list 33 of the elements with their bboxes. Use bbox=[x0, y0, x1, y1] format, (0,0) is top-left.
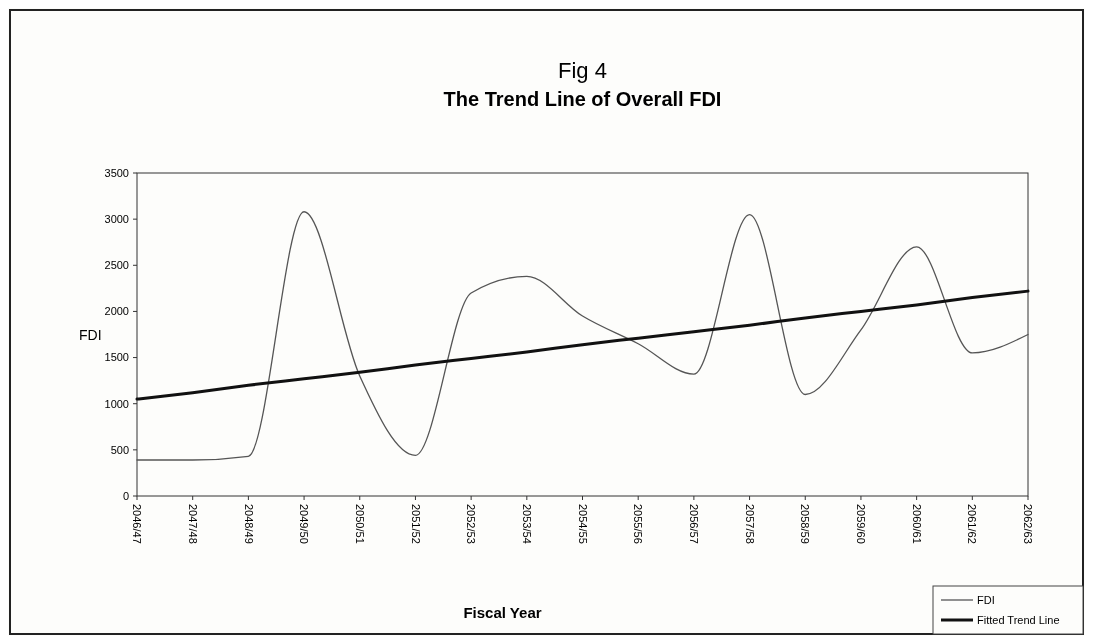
y-axis-title: FDI bbox=[79, 326, 102, 343]
x-tick-label: 2059/60 bbox=[855, 504, 868, 544]
x-tick-label: 2057/58 bbox=[743, 504, 756, 544]
x-axis-title: Fiscal Year bbox=[463, 604, 542, 621]
legend-label: FDI bbox=[977, 593, 995, 606]
x-tick-label: 2054/55 bbox=[576, 504, 589, 544]
x-tick-label: 2056/57 bbox=[688, 504, 701, 544]
x-tick-label: 2062/63 bbox=[1022, 504, 1035, 544]
chart-subtitle: The Trend Line of Overall FDI bbox=[443, 88, 722, 110]
x-tick-label: 2052/53 bbox=[465, 504, 478, 544]
x-tick-label: 2061/62 bbox=[966, 504, 979, 544]
y-tick-label: 1500 bbox=[104, 351, 129, 364]
y-tick-label: 2000 bbox=[104, 305, 129, 318]
y-tick-label: 2500 bbox=[104, 259, 129, 272]
y-tick-label: 0 bbox=[122, 489, 129, 502]
x-tick-label: 2046/47 bbox=[131, 504, 144, 544]
y-tick-label: 1000 bbox=[104, 397, 129, 410]
y-tick-label: 3000 bbox=[104, 212, 129, 225]
chart-title: Fig 4 bbox=[558, 58, 607, 83]
x-tick-label: 2060/61 bbox=[910, 504, 923, 544]
legend-label: Fitted Trend Line bbox=[977, 613, 1060, 626]
x-tick-label: 2058/59 bbox=[799, 504, 812, 544]
x-tick-label: 2055/56 bbox=[632, 504, 645, 544]
x-tick-label: 2051/52 bbox=[409, 504, 422, 544]
y-tick-label: 3500 bbox=[104, 166, 129, 179]
line-series bbox=[136, 211, 1029, 461]
x-tick-label: 2053/54 bbox=[520, 504, 533, 544]
y-tick-label: 500 bbox=[110, 443, 129, 456]
x-tick-label: 2047/48 bbox=[186, 504, 199, 544]
x-tick-label: 2048/49 bbox=[242, 504, 255, 544]
line-series bbox=[135, 289, 1030, 401]
x-tick-label: 2049/50 bbox=[298, 504, 311, 544]
x-tick-label: 2050/51 bbox=[353, 504, 366, 544]
